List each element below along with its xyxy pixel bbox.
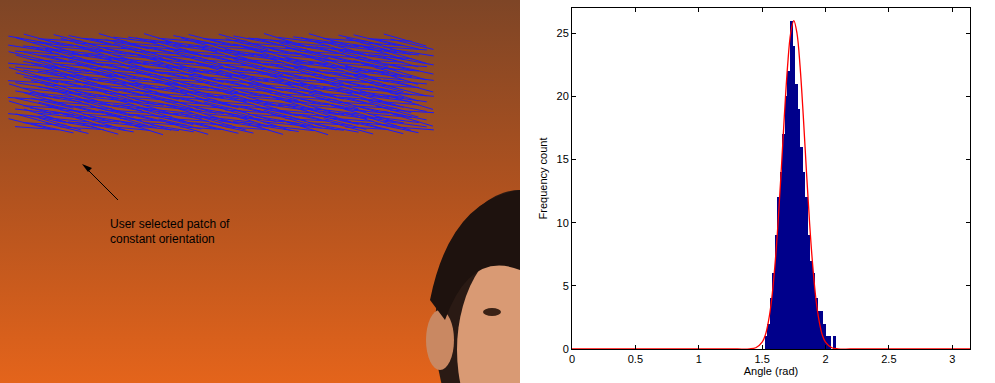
svg-text:20: 20 — [557, 90, 569, 102]
svg-text:1.5: 1.5 — [754, 353, 769, 365]
svg-text:0: 0 — [563, 343, 569, 355]
svg-text:3: 3 — [949, 353, 955, 365]
svg-text:10: 10 — [557, 217, 569, 229]
svg-text:Angle (rad): Angle (rad) — [744, 365, 798, 377]
svg-text:2.5: 2.5 — [881, 353, 896, 365]
svg-text:constant orientation: constant orientation — [110, 232, 215, 246]
svg-text:5: 5 — [563, 280, 569, 292]
svg-text:15: 15 — [557, 153, 569, 165]
svg-text:0.5: 0.5 — [628, 353, 643, 365]
svg-text:0: 0 — [569, 353, 575, 365]
svg-text:25: 25 — [557, 27, 569, 39]
svg-text:Frequency count: Frequency count — [537, 138, 549, 220]
svg-text:1: 1 — [696, 353, 702, 365]
svg-text:User selected patch of: User selected patch of — [110, 217, 230, 231]
svg-text:2: 2 — [822, 353, 828, 365]
